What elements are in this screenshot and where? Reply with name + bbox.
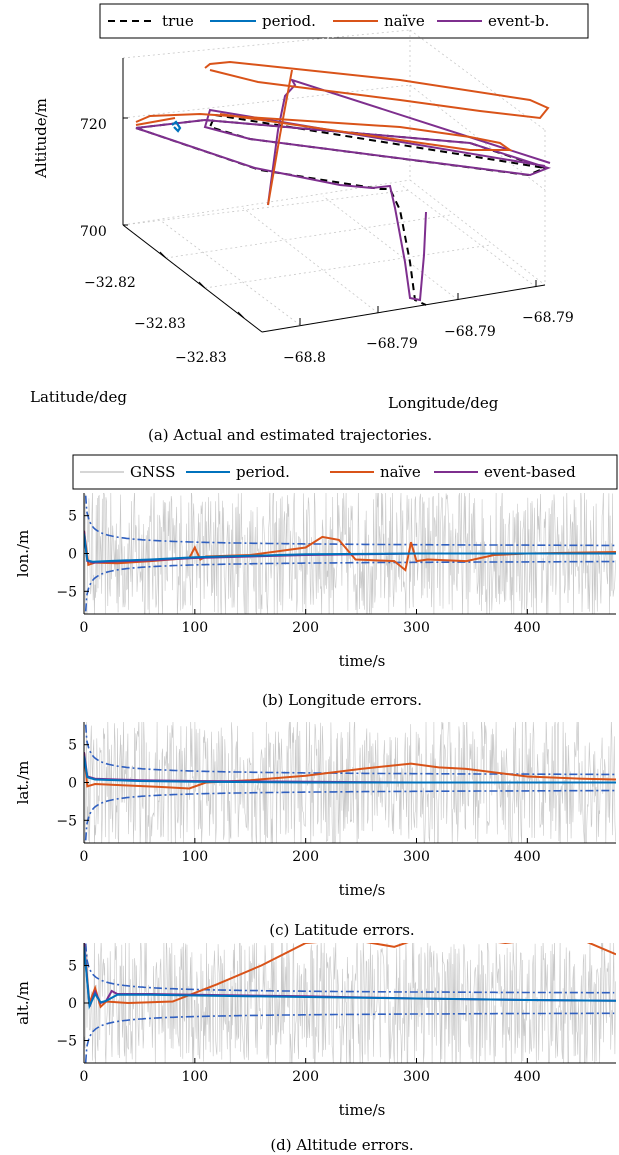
y-tick-label: 5 [68, 959, 77, 975]
lon-tick-4: −68.79 [522, 310, 574, 326]
x-tick-label: 200 [292, 849, 319, 865]
legend-label-event: event-b. [488, 12, 549, 30]
longitude-axis-label: Longitude/deg [388, 394, 499, 412]
y-axis-label: lon./m [14, 530, 32, 578]
y-tick-label: 5 [68, 738, 77, 754]
chart-caption: (c) Latitude errors. [269, 921, 414, 939]
z-tick-700: 700 [80, 224, 107, 240]
x-tick-label: 0 [80, 620, 89, 636]
lat-tick-1: −32.82 [84, 275, 136, 291]
error-legend-periodic: period. [236, 463, 290, 481]
chart-caption: (d) Altitude errors. [270, 1136, 413, 1154]
x-tick-label: 400 [514, 620, 541, 636]
trajectory-plot: true period. naïve event-b. [30, 3, 589, 444]
x-tick-label: 300 [403, 1069, 430, 1085]
error-legend-event: event-based [484, 463, 576, 481]
bound-lower [84, 560, 615, 614]
bound-lower [84, 1012, 615, 1063]
y-tick-label: 0 [68, 776, 77, 792]
lon-tick-2: −68.79 [366, 336, 418, 352]
x-tick-label: 100 [181, 1069, 208, 1085]
longitude-axis-line [261, 284, 546, 333]
y-axis-label: lat./m [14, 761, 32, 805]
chart-caption: (b) Longitude errors. [262, 691, 422, 709]
y-axis-label: alt./m [14, 981, 32, 1025]
lon-tick-3: −68.79 [444, 324, 496, 340]
error-legend: GNSS period. naïve event-based [72, 454, 618, 490]
plot-area [84, 943, 616, 1063]
y-tick-label: −5 [56, 584, 77, 600]
x-tick-label: 200 [292, 1069, 319, 1085]
altitude-error-plot: 0 100 200 300 400 5 0 −5 alt./m time/s (d) Altitud… [14, 943, 616, 1154]
series-periodic [84, 946, 616, 1010]
latitude-axis-label: Latitude/deg [30, 388, 127, 406]
x-axis-label: time/s [339, 652, 386, 670]
x-tick-label: 0 [80, 1069, 89, 1085]
legend-label-periodic: period. [262, 12, 316, 30]
y-tick-label: 0 [68, 996, 77, 1012]
bound-upper [84, 722, 615, 776]
trajectory-legend: true period. naïve event-b. [99, 3, 589, 39]
lat-tick-3: −32.83 [175, 350, 227, 366]
trajectory-true [135, 113, 548, 306]
series-naive [84, 752, 616, 790]
x-tick-label: 100 [181, 849, 208, 865]
y-tick-label: 0 [68, 547, 77, 563]
plot-area [84, 493, 616, 614]
series-periodic [84, 755, 616, 784]
bound-upper [84, 943, 615, 994]
y-tick-label: 5 [68, 509, 77, 525]
gnss-error-series [84, 722, 616, 843]
trajectory-event-based [135, 78, 551, 302]
trajectory-naive [135, 60, 550, 206]
z-tick-720: 720 [80, 117, 107, 133]
x-tick-label: 400 [514, 1069, 541, 1085]
plot-area [84, 722, 616, 843]
legend-label-true: true [162, 12, 194, 30]
trajectory-axes [122, 58, 546, 333]
gnss-error-series [84, 943, 616, 1063]
y-tick-label: −5 [56, 1034, 77, 1050]
trajectory-caption: (a) Actual and estimated trajectories. [148, 426, 432, 444]
z-axis-label: Altitude/m [32, 98, 50, 179]
bound-upper [84, 493, 615, 547]
lat-tick-2: −32.83 [134, 316, 186, 332]
legend-label-naive: naïve [384, 12, 425, 30]
latitude-error-plot: 0 100 200 300 400 5 0 −5 lat./m time/s (c) Latitud… [14, 722, 616, 939]
x-tick-label: 200 [292, 620, 319, 636]
x-tick-label: 300 [403, 849, 430, 865]
x-tick-label: 0 [80, 849, 89, 865]
bound-lower [84, 789, 615, 843]
x-axis-label: time/s [339, 881, 386, 899]
x-tick-label: 400 [514, 849, 541, 865]
lon-tick-1: −68.8 [283, 350, 326, 366]
longitude-error-plot: 0 100 200 300 400 5 0 −5 lon./m time/s (b) Longitu… [14, 493, 616, 709]
x-tick-label: 300 [403, 620, 430, 636]
error-legend-naive: naïve [380, 463, 421, 481]
trajectory-grid [122, 29, 546, 333]
x-axis-label: time/s [339, 1101, 386, 1119]
trajectory-periodic [171, 120, 182, 133]
latitude-axis-line [122, 224, 263, 333]
series-periodic [84, 533, 616, 563]
error-legend-gnss: GNSS [130, 463, 175, 481]
y-tick-label: −5 [56, 813, 77, 829]
x-tick-label: 100 [181, 620, 208, 636]
